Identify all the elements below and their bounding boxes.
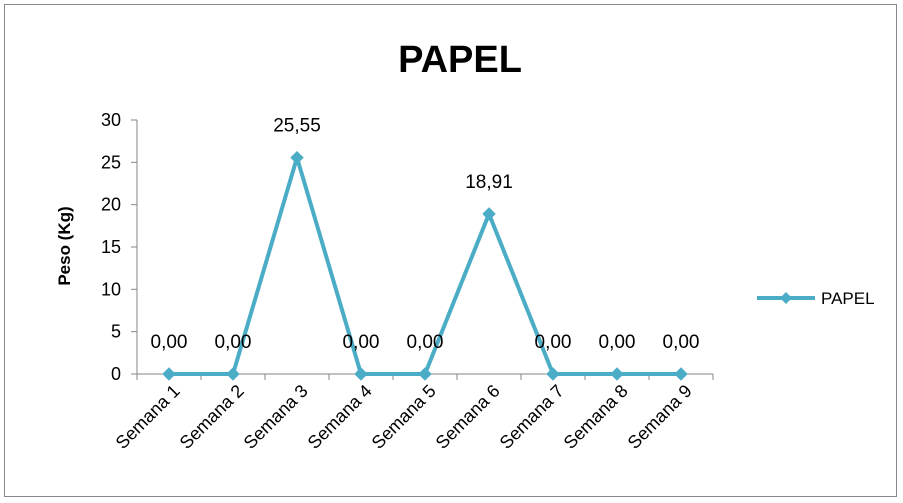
data-point-marker xyxy=(482,207,496,221)
x-tick-label: Semana 7 xyxy=(496,381,568,453)
x-tick-label: Semana 4 xyxy=(304,381,376,453)
x-tick-label: Semana 8 xyxy=(560,381,632,453)
data-point-marker xyxy=(418,367,432,381)
y-tick-label: 30 xyxy=(101,110,121,130)
data-point-marker xyxy=(546,367,560,381)
y-tick-label: 25 xyxy=(101,152,121,172)
y-tick-label: 5 xyxy=(111,322,121,342)
data-label: 0,00 xyxy=(599,332,636,353)
data-label: 25,55 xyxy=(273,116,321,137)
x-tick-label: Semana 5 xyxy=(368,381,440,453)
y-tick-labels-group: 0 5 10 15 20 25 30 xyxy=(101,110,121,384)
x-tick-label: Semana 3 xyxy=(240,381,312,453)
data-label: 0,00 xyxy=(343,332,380,353)
markers-group xyxy=(162,150,688,381)
data-point-marker xyxy=(226,367,240,381)
y-tick-label: 0 xyxy=(111,364,121,384)
data-label: 0,00 xyxy=(407,332,444,353)
legend-marker xyxy=(780,292,792,304)
chart-area xyxy=(4,4,897,497)
data-point-marker xyxy=(674,367,688,381)
data-point-marker xyxy=(290,150,304,165)
y-tick-label: 20 xyxy=(101,195,121,215)
x-tick-label: Semana 6 xyxy=(432,381,504,453)
chart-title: PAPEL xyxy=(398,39,522,81)
data-point-marker xyxy=(610,367,624,381)
x-tick-label: Semana 9 xyxy=(624,381,696,453)
x-tick-label: Semana 1 xyxy=(112,381,184,453)
data-labels-group: 0,00 0,00 25,55 0,00 0,00 18,91 0,00 0,00 0,00 xyxy=(151,116,700,353)
data-label: 0,00 xyxy=(151,332,188,353)
y-tick-label: 15 xyxy=(101,237,121,257)
data-label: 0,00 xyxy=(215,332,252,353)
data-point-marker xyxy=(354,367,368,381)
y-tick-label: 10 xyxy=(101,279,121,299)
data-label: 0,00 xyxy=(535,332,572,353)
data-point-marker xyxy=(162,367,176,381)
x-tick-label: Semana 2 xyxy=(176,381,248,453)
data-label: 0,00 xyxy=(663,332,700,353)
legend-label: PAPEL xyxy=(821,289,875,308)
data-label: 18,91 xyxy=(465,172,513,193)
legend: PAPEL xyxy=(757,289,875,308)
y-axis-label: Peso (Kg) xyxy=(55,206,74,285)
